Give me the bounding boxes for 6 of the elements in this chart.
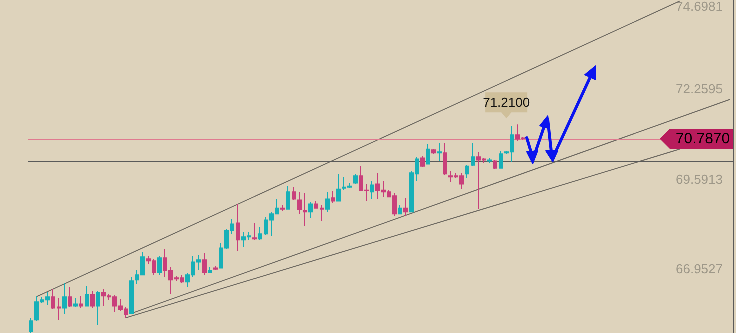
- y-tick-label: 72.2595: [676, 82, 723, 97]
- ref-line-label: 70.7870: [676, 130, 730, 148]
- annotation: 71.2100: [483, 95, 530, 110]
- y-tick-label: 69.5913: [676, 172, 723, 187]
- y-tick-label: 74.6981: [676, 0, 723, 14]
- y-tick-label: 66.9527: [676, 261, 723, 276]
